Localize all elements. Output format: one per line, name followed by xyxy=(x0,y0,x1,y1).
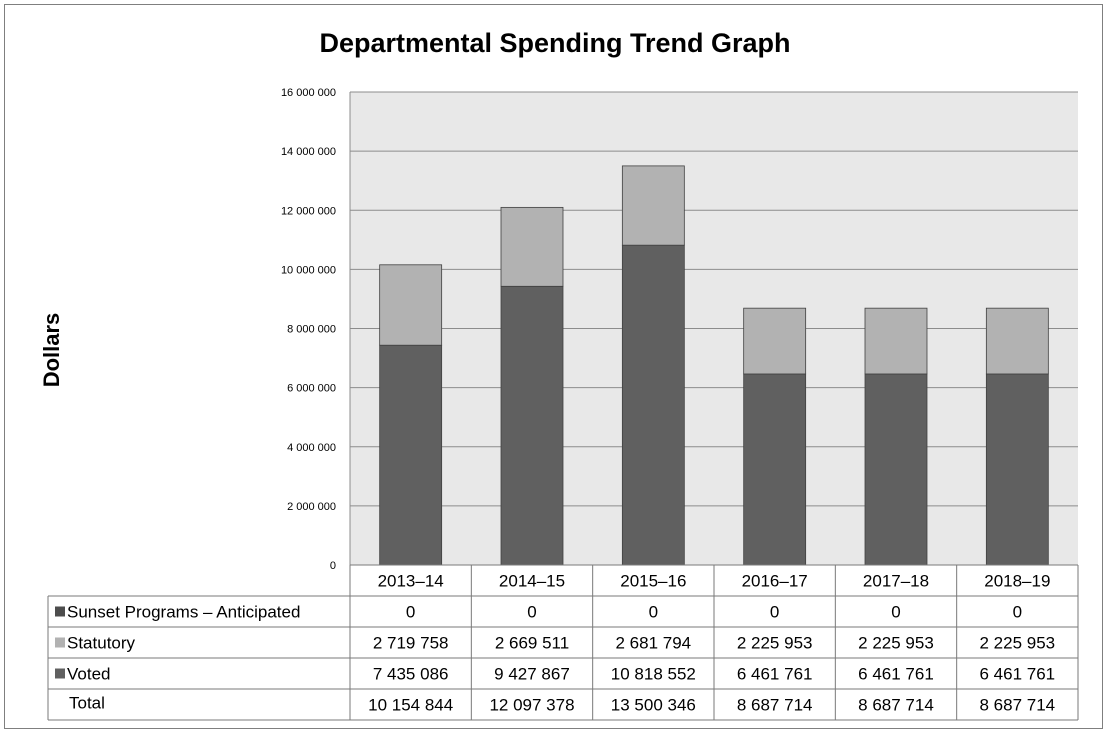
data-label: 2 225 953 xyxy=(980,634,1056,653)
x-tick-label: 2018–19 xyxy=(984,572,1050,591)
y-tick-label: 14 000 000 xyxy=(281,146,336,158)
data-label: 6 461 761 xyxy=(858,665,934,684)
data-table: 2013–14 2014–15 2015–16 2016–17 2017–18 2018–… xyxy=(47,564,1079,721)
x-tick-label: 2015–16 xyxy=(620,572,686,591)
total-value: 10 154 844 xyxy=(368,696,453,715)
bar-segment xyxy=(500,206,564,287)
data-label: 0 xyxy=(891,603,900,622)
bar-segment xyxy=(985,373,1049,566)
data-label: 0 xyxy=(649,603,658,622)
data-label: 0 xyxy=(527,603,536,622)
bar-segment xyxy=(864,373,928,566)
legend-swatch xyxy=(55,668,65,679)
y-tick-label: 0 xyxy=(330,560,336,572)
legend-swatch xyxy=(55,637,65,648)
bar-segment xyxy=(500,285,564,566)
bar-segment xyxy=(379,264,443,346)
y-tick-label: 12 000 000 xyxy=(281,205,336,217)
data-label: 2 225 953 xyxy=(737,634,813,653)
total-row-label: Total xyxy=(69,694,105,713)
data-label: 2 719 758 xyxy=(373,634,449,653)
x-tick-label: 2013–14 xyxy=(378,572,444,591)
x-tick-label: 2017–18 xyxy=(863,572,929,591)
data-label: 0 xyxy=(1013,603,1022,622)
data-label: 0 xyxy=(770,603,779,622)
y-axis-label: Dollars xyxy=(39,313,64,388)
total-value: 8 687 714 xyxy=(737,696,813,715)
bar-segment xyxy=(985,307,1049,375)
bar-segment xyxy=(379,344,443,566)
data-label: 2 681 794 xyxy=(616,634,692,653)
data-label: 9 427 867 xyxy=(494,665,570,684)
legend-entry: Voted xyxy=(67,665,111,684)
y-tick-label: 2 000 000 xyxy=(287,501,336,513)
chart-frame xyxy=(4,4,1103,729)
x-tick-label: 2014–15 xyxy=(499,572,565,591)
total-value: 13 500 346 xyxy=(611,696,696,715)
data-label: 7 435 086 xyxy=(373,665,449,684)
y-tick-label: 4 000 000 xyxy=(287,442,336,454)
bar-segment xyxy=(621,244,685,566)
y-tick-label: 16 000 000 xyxy=(281,87,336,99)
data-label: 6 461 761 xyxy=(980,665,1056,684)
x-tick-label: 2016–17 xyxy=(742,572,808,591)
total-value: 8 687 714 xyxy=(858,696,934,715)
legend-entry: Sunset Programs – Anticipated xyxy=(67,603,300,622)
legend-swatch xyxy=(55,606,65,617)
plot-area: 0 2 000 000 4 000 000 6 000 000 8 000 000 10 … xyxy=(281,87,1078,572)
data-label: 2 225 953 xyxy=(858,634,934,653)
y-tick-label: 8 000 000 xyxy=(287,324,336,336)
data-label: 2 669 511 xyxy=(495,634,569,653)
legend-entry: Statutory xyxy=(67,634,136,653)
total-value: 8 687 714 xyxy=(980,696,1056,715)
chart-title: Departmental Spending Trend Graph xyxy=(319,28,790,58)
bar-segment xyxy=(621,165,685,246)
data-label: 10 818 552 xyxy=(611,665,696,684)
y-tick-label: 10 000 000 xyxy=(281,264,336,276)
bar-segment xyxy=(864,307,928,375)
bar-segment xyxy=(743,373,807,566)
total-value: 12 097 378 xyxy=(489,696,574,715)
bar-segment xyxy=(743,307,807,375)
data-label: 6 461 761 xyxy=(737,665,813,684)
data-label: 0 xyxy=(406,603,415,622)
y-tick-label: 6 000 000 xyxy=(287,383,336,395)
